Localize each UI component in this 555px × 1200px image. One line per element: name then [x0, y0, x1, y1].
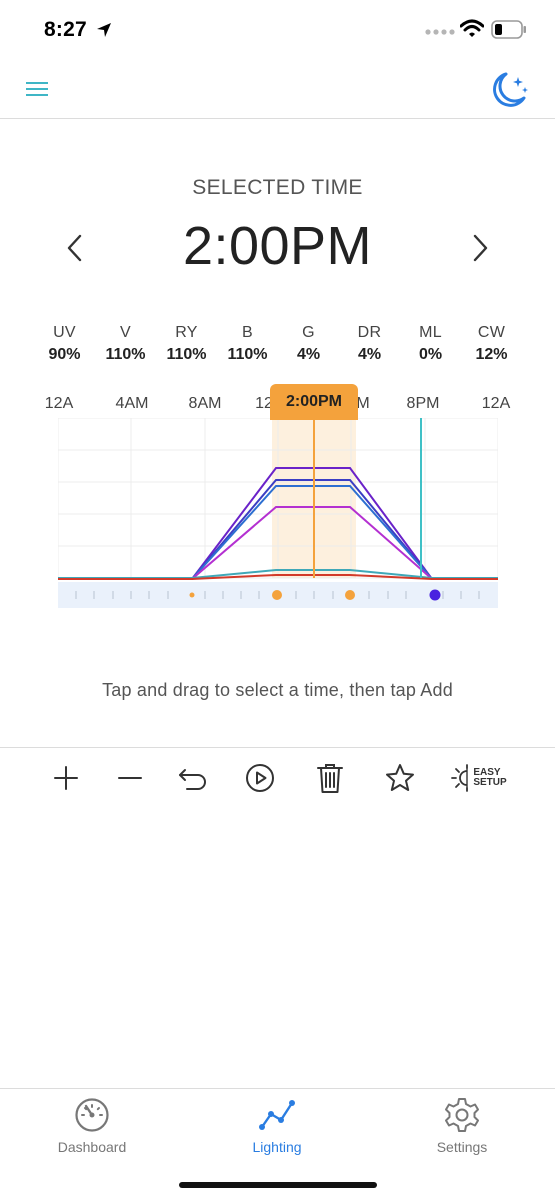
gauge-icon: [75, 1098, 109, 1132]
schedule-point[interactable]: [345, 590, 355, 600]
channel-name: DR: [357, 324, 382, 341]
schedule-point[interactable]: [429, 589, 441, 601]
hour-label: 8PM: [406, 395, 440, 412]
channel-v[interactable]: V 110%: [95, 324, 156, 368]
undo-icon: [179, 769, 206, 790]
minus-icon: [118, 777, 142, 779]
location-arrow-icon: [97, 23, 111, 37]
sun-half-icon: [451, 764, 469, 792]
chart-grid: [58, 418, 498, 579]
hamburger-icon[interactable]: [26, 79, 48, 99]
add-button[interactable]: [46, 760, 86, 796]
delete-button[interactable]: [310, 760, 350, 796]
channel-cw[interactable]: CW 12%: [461, 324, 522, 368]
battery-icon: [491, 20, 526, 39]
hour-label: 12A: [44, 395, 74, 412]
channel-values: UV 90% V 110% RY 110% B 110% G 4% DR 4% …: [34, 324, 522, 368]
plus-icon: [54, 766, 78, 790]
hour-label: 12: [255, 395, 273, 412]
tab-label: Dashboard: [57, 1139, 127, 1155]
channel-value: 110%: [105, 346, 146, 363]
trash-icon: [317, 764, 343, 793]
status-bar: 8:27: [0, 0, 555, 60]
selected-time-value: 2:00PM: [182, 216, 373, 276]
channel-name: V: [120, 324, 131, 341]
hour-label: 4AM: [115, 395, 149, 412]
easy-setup-line1: EASY: [473, 767, 501, 778]
tab-lighting[interactable]: Lighting: [207, 1097, 347, 1167]
wifi-icon: [460, 19, 484, 37]
channel-value: 4%: [296, 346, 321, 363]
schedule-point[interactable]: [272, 590, 282, 600]
signal-icon: [425, 29, 455, 35]
app-header: [0, 60, 555, 119]
channel-dr[interactable]: DR 4%: [339, 324, 400, 368]
channel-value: 12%: [475, 346, 508, 363]
channel-name: UV: [53, 324, 76, 341]
hour-label: 8AM: [188, 395, 222, 412]
channel-name: RY: [175, 324, 198, 341]
status-time: 8:27: [44, 18, 87, 41]
line-chart-icon: [259, 1100, 295, 1130]
channel-name: B: [242, 324, 253, 341]
channel-value: 0%: [418, 346, 443, 363]
tab-settings[interactable]: Settings: [392, 1097, 532, 1167]
play-icon: [246, 764, 274, 792]
channel-value: 90%: [48, 346, 81, 363]
channel-ry[interactable]: RY 110%: [156, 324, 217, 368]
channel-name: G: [302, 324, 315, 341]
channel-name: CW: [477, 324, 506, 341]
channel-b[interactable]: B 110%: [217, 324, 278, 368]
tab-dashboard[interactable]: Dashboard: [22, 1097, 162, 1167]
remove-button[interactable]: [110, 760, 150, 796]
action-toolbar: EASY SETUP: [0, 747, 555, 807]
channel-g[interactable]: G 4%: [278, 324, 339, 368]
selected-time-label: SELECTED TIME: [192, 176, 363, 199]
tab-label: Settings: [436, 1139, 488, 1155]
gear-icon: [445, 1098, 479, 1132]
hint-text: Tap and drag to select a time, then tap …: [102, 680, 453, 700]
channel-value: 4%: [357, 346, 382, 363]
schedule-chart: 12A 4AM 8AM 12 M 8PM 12A: [0, 380, 555, 620]
play-button[interactable]: [240, 760, 280, 796]
chevron-left-icon[interactable]: [64, 232, 86, 264]
channel-ml[interactable]: ML 0%: [400, 324, 461, 368]
channel-value: 110%: [227, 346, 268, 363]
moon-stars-icon[interactable]: [488, 71, 530, 109]
easy-setup-button[interactable]: EASY SETUP: [446, 760, 512, 796]
easy-setup-line2: SETUP: [473, 777, 507, 788]
hour-label: 12A: [481, 395, 511, 412]
channel-value: 110%: [166, 346, 207, 363]
channel-uv[interactable]: UV 90%: [34, 324, 95, 368]
channel-name: ML: [419, 324, 442, 341]
hour-label: M: [356, 395, 370, 412]
favorite-button[interactable]: [380, 760, 420, 796]
timeline-ticks: [75, 591, 480, 599]
easy-setup-label: EASY SETUP: [473, 768, 506, 788]
schedule-point[interactable]: [189, 592, 195, 598]
tab-label: Lighting: [252, 1139, 302, 1155]
tab-bar: Dashboard Lighting Settings: [0, 1088, 555, 1200]
undo-button[interactable]: [173, 760, 213, 796]
star-icon: [386, 764, 414, 791]
chevron-right-icon[interactable]: [469, 232, 491, 264]
selected-time-marker[interactable]: 2:00PM: [270, 384, 358, 420]
home-indicator: [179, 1182, 377, 1188]
schedule-plot[interactable]: [58, 418, 498, 608]
